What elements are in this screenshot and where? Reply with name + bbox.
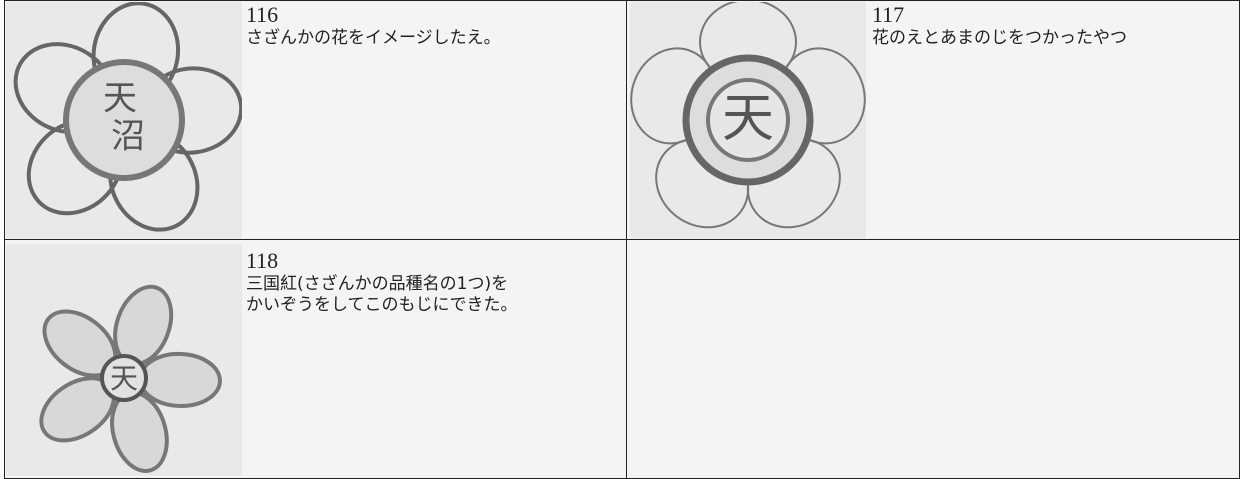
entry-number: 117 [872,2,905,27]
emblem: 天 [103,79,137,119]
entry-text: 花のえとあまのじをつかったやつ [872,28,1127,48]
cell [626,239,1240,479]
flower-drawing: 天 [6,244,242,476]
flower-drawing: 天 沼 [6,2,242,238]
entry-text: かいぞうをしてこのもじにできた。 [246,295,518,315]
emblem: 沼 [111,117,145,157]
entry-text: さざんかの花をイメージしたえ。 [246,28,501,48]
entry-number: 116 [246,2,279,27]
emblem: 天 [110,362,138,395]
emblem: 天 [722,89,774,149]
entry-number: 118 [246,248,279,273]
entry-text: 三国紅(さざんかの品種名の1つ)を [246,274,509,294]
flower-drawing: 天 [630,2,866,238]
